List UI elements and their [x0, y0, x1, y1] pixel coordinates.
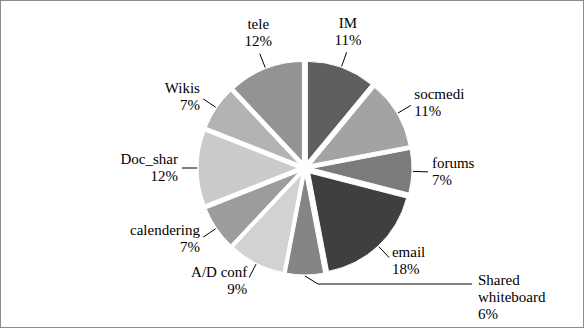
slice-label: IM [339, 15, 357, 31]
labels: IM11%socmedi11%forums7%email18%Sharedwhi… [121, 15, 546, 322]
slice [234, 61, 302, 161]
slice-label-line: forums [432, 155, 475, 171]
slice-label: Sharedwhiteboard [478, 272, 546, 305]
data-label: 11% [335, 32, 362, 48]
data-label: 7% [180, 97, 200, 113]
leader-line [379, 247, 389, 258]
slice-label-line: Doc_shar [121, 151, 178, 167]
data-label: 18% [392, 261, 420, 277]
slice-label: tele [247, 16, 269, 32]
slice-label: socmedi [414, 86, 464, 102]
slice-label: forums [432, 155, 475, 171]
data-label: 7% [432, 172, 452, 188]
slice-label-line: tele [247, 16, 269, 32]
slice-label: email [392, 244, 425, 260]
slice-label: A/D conf [191, 264, 247, 280]
data-label: 12% [151, 168, 179, 184]
leader-line [182, 168, 197, 169]
leader-line [203, 229, 215, 237]
slices [198, 61, 412, 275]
chart: IM11%socmedi11%forums7%email18%Sharedwhi… [0, 0, 584, 328]
leader-line [398, 105, 411, 113]
slice-label-line: A/D conf [191, 264, 247, 280]
data-label: 6% [478, 306, 498, 322]
leader-line [260, 54, 266, 68]
leader-line [342, 52, 347, 66]
slice-label-line: calendering [130, 222, 200, 238]
slice-label-line: Wikis [165, 80, 200, 96]
slice-label: Wikis [165, 80, 200, 96]
leader-line [203, 99, 215, 107]
slice-label-line: socmedi [414, 86, 464, 102]
frame [1, 1, 584, 328]
data-label: 9% [227, 281, 247, 297]
slice-label-line: email [392, 244, 425, 260]
leader-line [305, 276, 472, 284]
data-label: 12% [244, 33, 272, 49]
leader-line [413, 171, 428, 172]
data-label: 11% [414, 103, 441, 119]
slice-label-line: whiteboard [478, 289, 546, 305]
data-label: 7% [180, 239, 200, 255]
slice-label: calendering [130, 222, 200, 238]
slice-label-line: IM [339, 15, 357, 31]
leader-line [249, 264, 256, 277]
slice-label-line: Shared [478, 272, 520, 288]
slice-label: Doc_shar [121, 151, 178, 167]
